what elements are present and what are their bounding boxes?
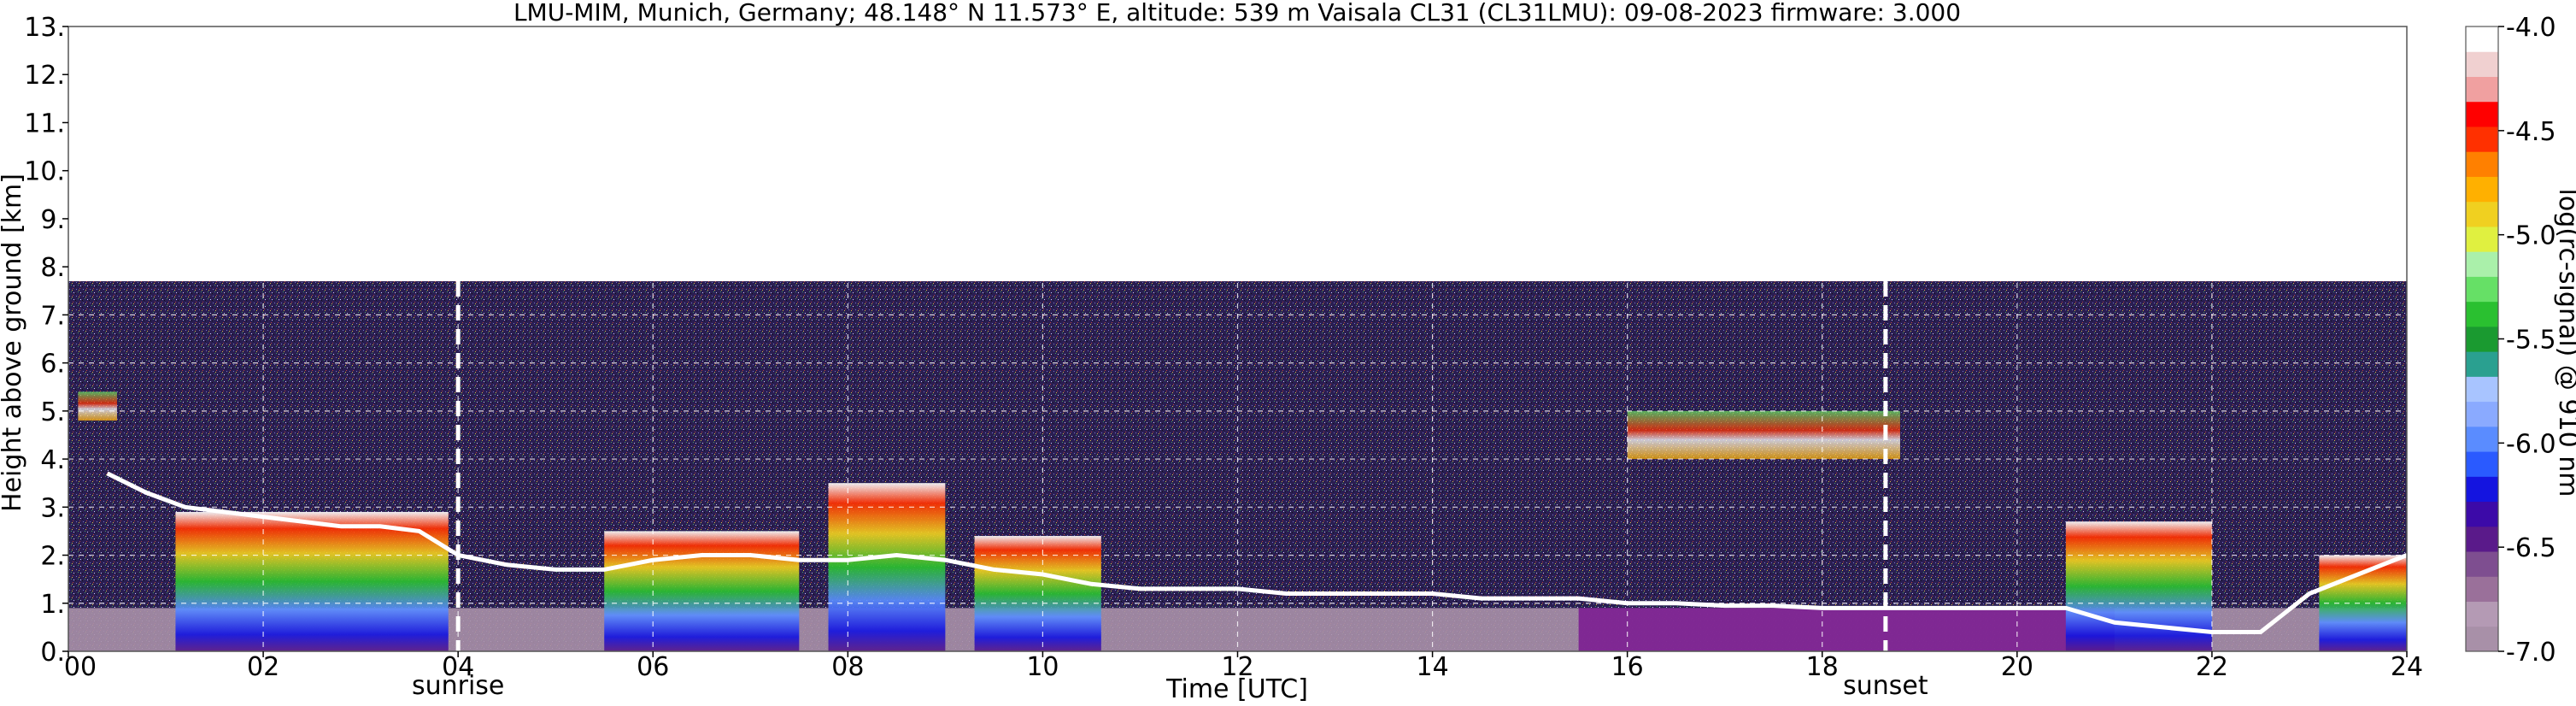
y-tick-label: 9. (40, 205, 65, 235)
y-tick-label: 8. (40, 253, 65, 283)
colorbar-segment (2466, 576, 2498, 603)
y-tick-label: 7. (40, 301, 65, 331)
y-tick-label: 4. (40, 445, 65, 475)
colorbar-tick-label: -6.5 (2506, 533, 2556, 563)
x-tick-label: 06 (637, 652, 669, 682)
colorbar-segment (2466, 76, 2498, 103)
colorbar-tick-label: -7.0 (2506, 638, 2556, 668)
colorbar-segment (2466, 276, 2498, 303)
cloud-base-line (106, 471, 2408, 634)
x-tick-label: 14 (1416, 652, 1448, 682)
x-tick-label: 16 (1611, 652, 1644, 682)
x-tick-label: 12 (1221, 652, 1253, 682)
x-tick-label: 22 (2196, 652, 2228, 682)
colorbar-segment (2466, 551, 2498, 577)
colorbar-tick-label: -4.0 (2506, 13, 2556, 43)
x-tick-label: 20 (2001, 652, 2033, 682)
x-tick-label: 02 (247, 652, 279, 682)
surface-layer-core (1578, 608, 2115, 651)
colorbar-segment (2466, 326, 2498, 352)
colorbar-segment (2466, 501, 2498, 527)
y-tick-label: 3. (40, 493, 65, 523)
rain-event (2319, 555, 2407, 651)
y-tick-label: 2. (40, 542, 65, 572)
colorbar-segment (2466, 601, 2498, 627)
colorbar-segment (2466, 376, 2498, 403)
y-tick-label: 10. (24, 157, 65, 187)
colorbar-segment (2466, 476, 2498, 503)
x-tick-label: 00 (64, 652, 97, 682)
colorbar-tick-label: -4.5 (2506, 117, 2556, 147)
colorbar-segment (2466, 526, 2498, 552)
elevated-layer (1627, 410, 1900, 460)
sun-marker-label: sunrise (412, 671, 504, 701)
colorbar-segment (2466, 301, 2498, 327)
y-axis-label: Height above ground [km] (0, 174, 27, 512)
elevated-layer (78, 391, 118, 421)
colorbar-segment (2466, 401, 2498, 427)
y-tick-label: 6. (40, 350, 65, 379)
colorbar-segment (2466, 626, 2498, 652)
axes: 00 02 04 06 08 10 12 14 16 18 20 22 24 0. 1. 2. 3. 4. 5. 6.… (24, 13, 2423, 682)
colorbar-segment (2466, 251, 2498, 277)
colorbar-segment (2466, 126, 2498, 152)
y-tick-label: 12. (24, 61, 65, 91)
rain-event (828, 483, 946, 651)
colorbar-segment (2466, 101, 2498, 127)
x-tick-label: 18 (1806, 652, 1839, 682)
colorbar-segment (2466, 351, 2498, 377)
rain-event (604, 531, 800, 651)
y-tick-label: 0. (40, 638, 65, 668)
colorbar-segment (2466, 226, 2498, 252)
colorbar-tick-label: -5.0 (2506, 221, 2556, 251)
overlay-layer: sunrise sunset (68, 26, 2407, 701)
y-tick-label: 5. (40, 397, 65, 427)
x-tick-label: 10 (1026, 652, 1059, 682)
rain-event (175, 511, 449, 651)
colorbar-label: log(rc-signal) @ 910 nm (2553, 189, 2576, 497)
colorbar-segment (2466, 26, 2498, 52)
colorbar-tick-label: -6.0 (2506, 429, 2556, 459)
colorbar: -4.0 -4.5 -5.0 -5.5 -6.0 -6.5 -7.0 (2465, 13, 2556, 668)
y-tick-label: 11. (24, 109, 65, 138)
x-axis-label: Time [UTC] (1165, 674, 1308, 704)
x-tick-label: 24 (2391, 652, 2423, 682)
colorbar-segment (2466, 176, 2498, 203)
colorbar-segment (2466, 51, 2498, 77)
colorbar-segment (2466, 151, 2498, 177)
x-tick-label: 04 (442, 652, 474, 682)
chart-title: LMU-MIM, Munich, Germany; 48.148° N 11.5… (513, 0, 1961, 26)
x-tick-label: 08 (831, 652, 864, 682)
colorbar-segment (2466, 426, 2498, 452)
y-tick-label: 13. (24, 13, 65, 43)
colorbar-segment (2466, 451, 2498, 477)
rain-event (974, 536, 1101, 651)
colorbar-segment (2466, 201, 2498, 227)
y-tick-label: 1. (40, 590, 65, 620)
colorbar-tick-label: -5.5 (2506, 326, 2556, 356)
sun-marker-label: sunset (1843, 671, 1928, 701)
